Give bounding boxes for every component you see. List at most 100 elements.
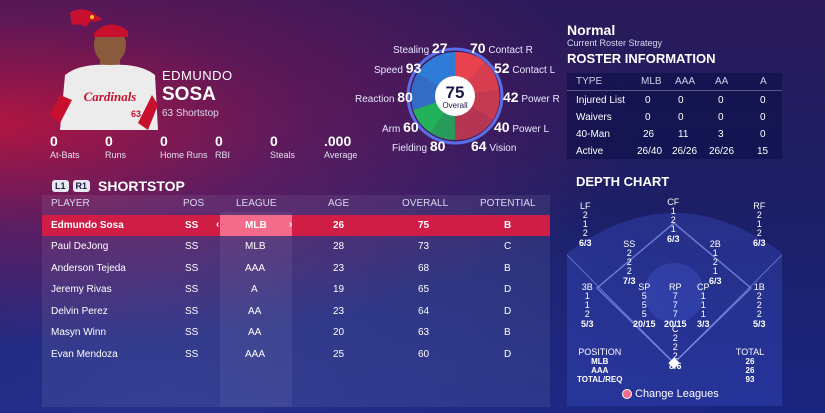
depth-chart-field: LF 2 1 2 6/3 CF 1 2 1 6/3 RF 2 1 2 6/3 S…	[567, 193, 782, 406]
depth-c[interactable]: C 2 2 2 8/6	[669, 324, 682, 371]
league-selector[interactable]	[220, 215, 292, 236]
roster-info-title: ROSTER INFORMATION	[567, 51, 716, 66]
cell-potential: D	[504, 349, 512, 360]
pos-count: 5	[641, 309, 647, 319]
ri-cell: 11	[678, 129, 689, 140]
roster-info-table: TYPE MLB AAA AA A Injured List 0 0 0 0 W…	[567, 73, 782, 159]
pos-count: 1	[582, 219, 588, 229]
rating-value: 80	[397, 89, 413, 105]
overall-rating: 75	[446, 83, 465, 102]
table-row[interactable]: ‹ › Edmundo Sosa SS MLB 26 75 B	[42, 215, 550, 236]
league-prev-arrow[interactable]: ‹	[216, 219, 220, 230]
header-potential: POTENTIAL	[480, 198, 536, 209]
depth-rf[interactable]: RF 2 1 2 6/3	[753, 201, 766, 248]
rating-vision: 64 Vision	[471, 138, 516, 154]
pos-name: C	[672, 324, 679, 334]
player-photo: Cardinals 63	[50, 9, 158, 130]
pos-ratio: 6/3	[579, 238, 592, 248]
change-leagues-label: Change Leagues	[635, 388, 719, 400]
stat-steals: 0 Steals	[270, 133, 295, 160]
table-row[interactable]: Masyn Winn SS AA 20 63 B	[42, 322, 550, 343]
ri-cell: 0	[760, 95, 766, 106]
pos-count: 2	[626, 248, 632, 258]
change-leagues-button[interactable]: Change Leagues	[622, 388, 719, 400]
pos-name: 3B	[581, 282, 593, 292]
pos-ratio: 5/3	[581, 319, 594, 329]
rating-value: 64	[471, 138, 487, 154]
depth-1b[interactable]: 1B 2 2 2 5/3	[753, 282, 766, 329]
player-position: Shortstop	[175, 108, 219, 119]
stat-label: RBI	[215, 150, 231, 160]
r1-bumper-button[interactable]: R1	[72, 180, 91, 192]
player-name-block: EDMUNDO SOSA 63 Shortstop	[162, 68, 233, 119]
table-row[interactable]: Anderson Tejeda SS AAA 23 68 B	[42, 258, 550, 279]
rating-name: Contact L	[512, 65, 556, 76]
depth-chart-title: DEPTH CHART	[576, 174, 670, 189]
rating-value: 60	[403, 119, 419, 135]
table-row[interactable]: Paul DeJong SS MLB 28 73 C	[42, 236, 550, 257]
cell-age: 23	[333, 306, 345, 317]
strategy-name: Normal	[567, 22, 616, 38]
cell-player: Edmundo Sosa	[51, 220, 124, 231]
depth-legend-total: TOTAL 26 26 93	[730, 347, 770, 384]
pos-count: 7	[672, 309, 678, 319]
pos-count: 2	[582, 210, 588, 220]
cell-player: Paul DeJong	[51, 241, 109, 252]
depth-3b[interactable]: 3B 1 1 2 5/3	[581, 282, 594, 329]
pos-count: 1	[712, 248, 718, 258]
table-row[interactable]: Evan Mendoza SS AAA 25 60 D	[42, 344, 550, 365]
l1-bumper-button[interactable]: L1	[52, 180, 69, 192]
legend-item: MLB	[591, 357, 609, 366]
depth-ss[interactable]: SS 2 2 2 7/3	[623, 239, 636, 286]
cell-player: Evan Mendoza	[51, 349, 118, 360]
header-overall: OVERALL	[402, 198, 449, 209]
pos-name: 1B	[753, 282, 765, 292]
header-player: PLAYER	[51, 198, 90, 209]
pos-count: 2	[582, 228, 588, 238]
cell-potential: C	[504, 241, 512, 252]
baseball-diamond-icon	[567, 213, 782, 406]
ri-cell: 26/26	[672, 146, 698, 157]
stat-label: Runs	[105, 150, 127, 160]
cell-overall: 60	[418, 349, 430, 360]
position-header: L1 R1 SHORTSTOP	[52, 178, 185, 194]
pos-count: 2	[756, 228, 762, 238]
league-next-arrow[interactable]: ›	[289, 219, 293, 230]
pos-name: RP	[669, 282, 682, 292]
jersey-text: Cardinals	[84, 89, 137, 104]
player-number: 63	[162, 108, 174, 119]
pos-name: SS	[623, 239, 636, 249]
depth-cf[interactable]: CF 1 2 1 6/3	[667, 197, 680, 244]
pos-name: LF	[580, 201, 591, 211]
rating-name: Vision	[489, 143, 517, 154]
cell-potential: B	[504, 327, 511, 338]
pos-count: 2	[672, 333, 678, 343]
depth-2b[interactable]: 2B 1 2 1 6/3	[709, 239, 722, 286]
stat-value: 0	[215, 133, 223, 149]
depth-rp[interactable]: RP 7 7 7 20/15	[664, 282, 687, 329]
cell-potential: B	[504, 220, 512, 231]
cell-pos: SS	[185, 263, 199, 274]
table-row[interactable]: Delvin Perez SS AA 23 64 D	[42, 301, 550, 322]
player-first-name: EDMUNDO	[162, 68, 233, 83]
table-row[interactable]: Jeremy Rivas SS A 19 65 D	[42, 279, 550, 300]
pos-count: 2	[756, 300, 762, 310]
legend-item: AAA	[591, 366, 609, 375]
depth-lf[interactable]: LF 2 1 2 6/3	[579, 201, 592, 248]
stat-value: 0	[160, 133, 168, 149]
legend-title: TOTAL	[735, 347, 765, 357]
ri-cell: 0	[718, 95, 724, 106]
depth-cp[interactable]: CP 1 1 1 3/3	[697, 282, 710, 329]
roster-table: PLAYER POS LEAGUE AGE OVERALL POTENTIAL …	[42, 195, 550, 407]
cardinals-logo-icon	[70, 9, 102, 27]
rating-value: 42	[503, 89, 519, 105]
rating-name: Power R	[521, 94, 560, 105]
cell-potential: D	[504, 284, 512, 295]
cell-player: Anderson Tejeda	[51, 263, 126, 274]
cell-age: 28	[333, 241, 345, 252]
ri-cell: 0	[760, 112, 766, 123]
ri-cell: 0	[645, 112, 651, 123]
depth-sp[interactable]: SP 5 5 5 20/15	[633, 282, 656, 329]
legend-item: 93	[745, 375, 755, 384]
